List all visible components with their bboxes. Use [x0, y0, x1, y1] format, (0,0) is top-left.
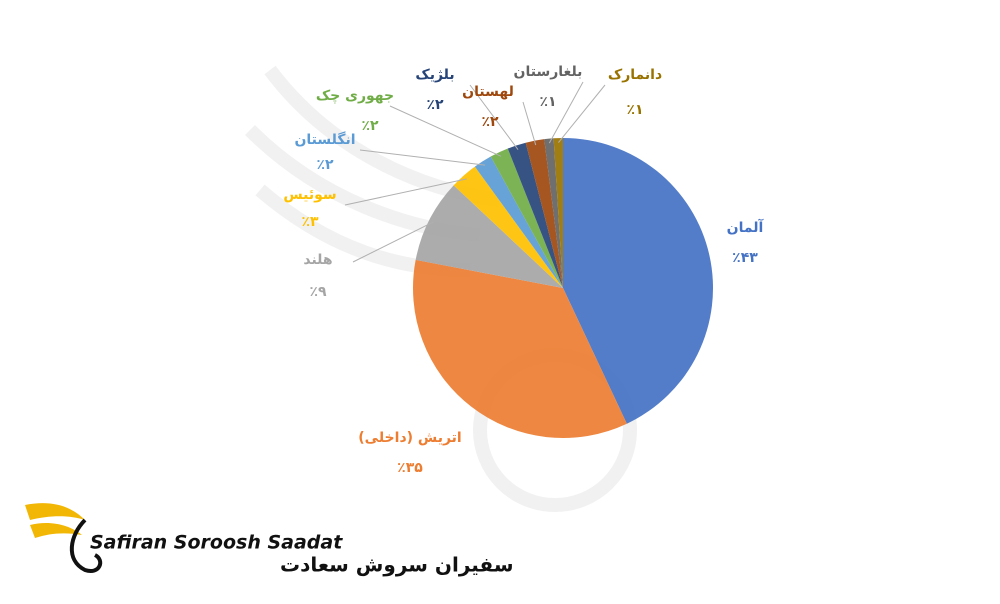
pie-slice	[415, 185, 563, 288]
pie-slice	[507, 142, 563, 288]
leader-line	[558, 84, 606, 143]
category-label: اتریش (داخلی)	[358, 430, 461, 446]
logo-latin: Safiran Soroosh Saadat	[90, 532, 343, 554]
leader-line	[359, 149, 486, 166]
logo-wing	[25, 503, 85, 520]
value-label: ٪۹	[309, 284, 327, 300]
logo: Safiran Soroosh Saadat سفیران سروش سعادت	[25, 503, 514, 577]
pie-slice	[474, 156, 563, 288]
value-label: ٪۴۳	[732, 250, 758, 266]
category-label: سوئیس	[283, 187, 336, 203]
category-label: دانمارک	[608, 67, 662, 83]
logo-swan	[69, 518, 103, 573]
value-label: ٪۲	[481, 114, 499, 130]
category-label: هلند	[303, 252, 332, 268]
category-label: لهستان	[462, 84, 514, 100]
pie-slice	[413, 259, 627, 438]
pie-slice	[553, 138, 563, 288]
logo-wing	[30, 523, 82, 538]
leader-line	[469, 84, 519, 150]
pie-slice	[453, 166, 563, 288]
leader-line	[522, 101, 537, 146]
pie-slice	[544, 138, 563, 288]
value-label: ٪۳	[301, 214, 319, 230]
value-label: ٪۳۵	[397, 460, 423, 476]
category-label: انگلستان	[294, 131, 355, 148]
leader-line	[352, 221, 434, 263]
leader-line	[389, 105, 502, 157]
value-label: ٪۲	[316, 157, 334, 173]
value-label: ٪۱	[626, 102, 643, 118]
pie-slice	[563, 138, 713, 424]
leader-line	[548, 81, 584, 144]
pie-slice	[490, 148, 563, 288]
category-label: آلمان	[727, 218, 765, 236]
value-label: ٪۱	[539, 94, 556, 110]
leader-line	[344, 178, 467, 206]
logo-persian: سفیران سروش سعادت	[280, 553, 514, 577]
category-label: بلغارستان	[514, 64, 583, 80]
value-label: ٪۲	[426, 97, 444, 113]
category-label: بلژیک	[415, 67, 454, 83]
pie-slice	[525, 139, 563, 288]
value-label: ٪۲	[361, 118, 379, 134]
category-label: جهوری چک	[316, 88, 394, 104]
